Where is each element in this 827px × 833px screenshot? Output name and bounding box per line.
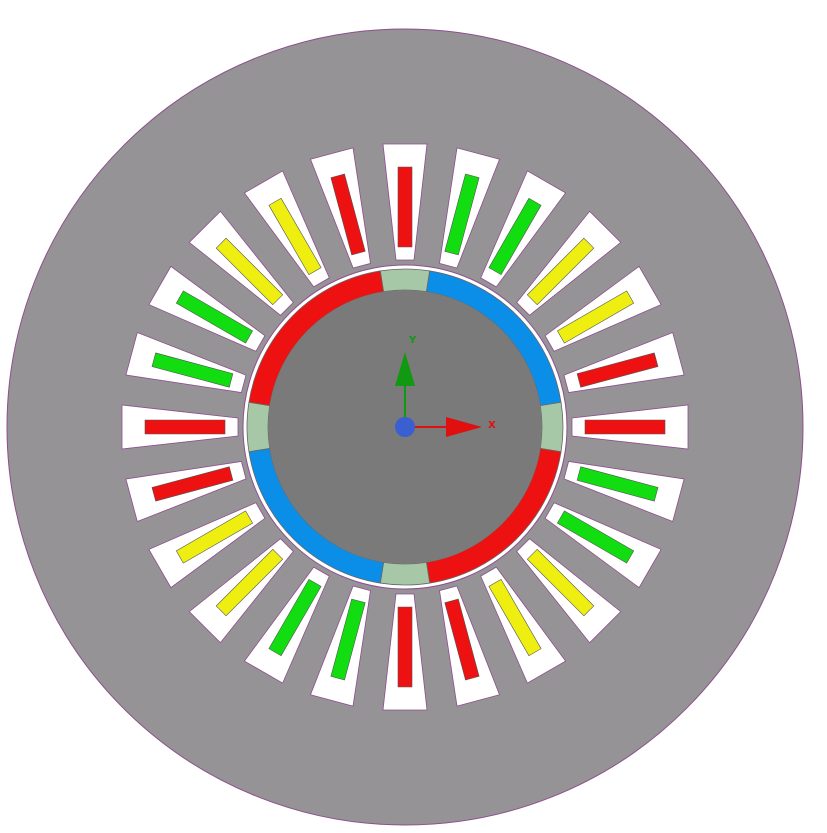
coil-phase-c: [175, 510, 254, 564]
coordinate-triad: Y X: [395, 335, 496, 437]
coil-phase-b: [576, 466, 659, 502]
coil-phase-b: [488, 197, 542, 276]
coil-phase-c: [556, 290, 635, 344]
coil-phase-a: [330, 173, 366, 256]
coil-phase-c: [488, 578, 542, 657]
coil-phase-c: [215, 237, 284, 306]
coil-phase-b: [268, 578, 322, 657]
y-axis-label: Y: [408, 335, 417, 346]
rotor-spacer: [379, 561, 431, 586]
coil-phase-b: [444, 173, 480, 256]
x-axis-arrowhead: [446, 417, 482, 437]
coil-phase-b: [330, 598, 366, 681]
coil-phase-a: [151, 466, 234, 502]
coil-phase-a: [584, 419, 666, 435]
coil-phase-c: [526, 548, 595, 617]
coil-phase-b: [151, 352, 234, 388]
x-axis-label: X: [488, 420, 496, 431]
coil-phase-b: [556, 510, 635, 564]
coil-phase-c: [215, 548, 284, 617]
stator-coils: [144, 166, 666, 688]
rotor-spacer: [379, 268, 431, 293]
coil-phase-b: [175, 290, 254, 344]
coil-phase-a: [397, 606, 413, 688]
coil-phase-c: [268, 197, 322, 276]
y-axis-arrowhead: [395, 352, 415, 386]
coil-phase-a: [144, 419, 226, 435]
coil-phase-c: [526, 237, 595, 306]
coil-phase-a: [397, 166, 413, 248]
rotor-spacer: [539, 401, 564, 453]
coil-phase-a: [444, 598, 480, 681]
coil-phase-a: [576, 352, 659, 388]
origin-sphere-icon: [395, 417, 415, 437]
rotor-spacer: [246, 401, 271, 453]
